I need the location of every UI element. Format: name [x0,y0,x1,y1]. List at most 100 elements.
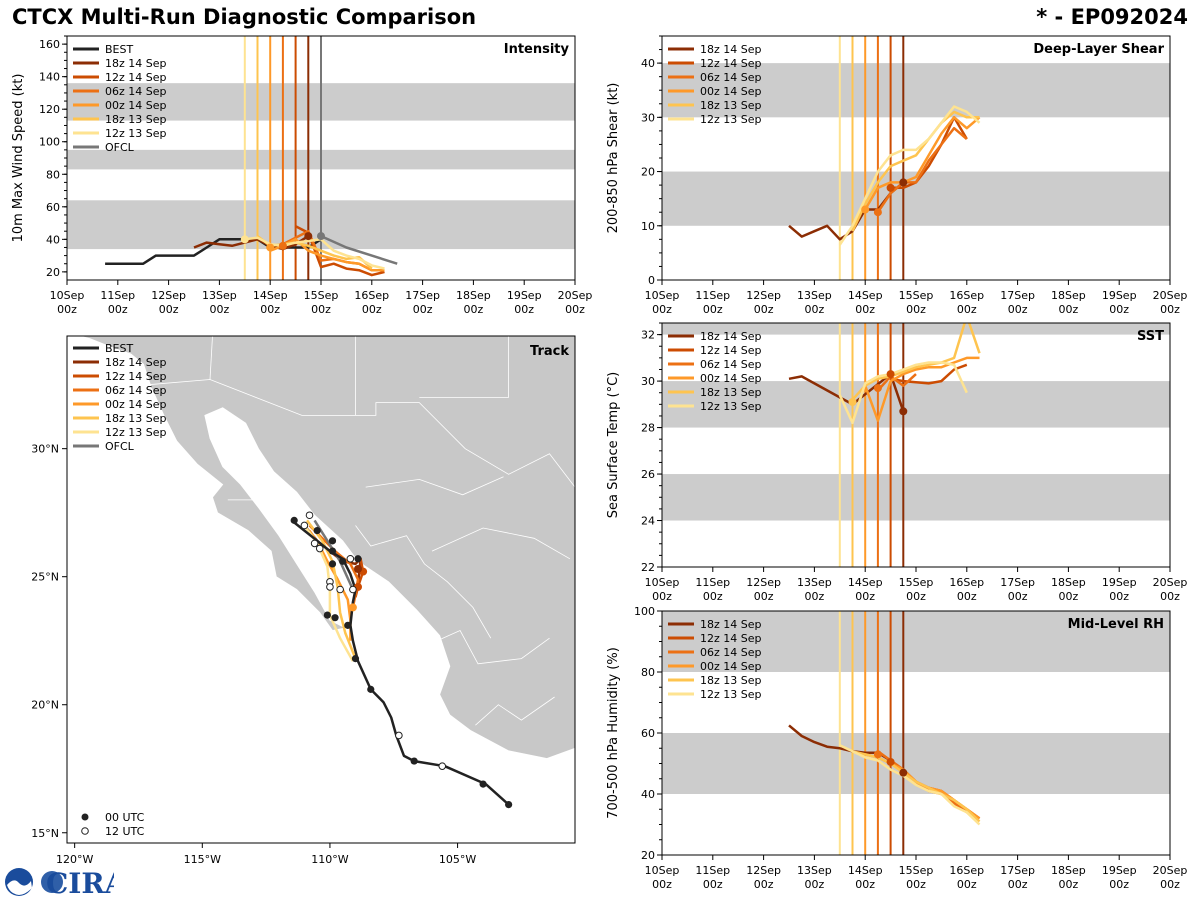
sst-xtick-label: 16Sep [949,576,984,589]
intensity-legend-label: BEST [105,43,133,56]
intensity-xtick-label: 00z [57,303,77,316]
intensity-title: Intensity [504,42,570,57]
track-point-00utc [290,516,298,524]
sst-marker [899,407,908,416]
intensity-legend-label: 18z 13 Sep [105,113,167,126]
intensity-xtick-label: 00z [260,303,280,316]
marker-legend-open [81,827,89,835]
logo-text: CIRA [46,867,114,898]
intensity-xtick-label: 00z [464,303,484,316]
track-point-12utc [310,539,319,548]
intensity-ytick-label: 140 [39,71,60,84]
state-border [475,696,555,726]
track-lon-label: 110°W [311,853,348,866]
state-border [437,629,550,665]
rh-legend-label: 12z 13 Sep [700,688,762,701]
track-point-00utc [331,614,339,622]
intensity-xtick-label: 14Sep [253,289,288,302]
track-point-00utc [328,537,337,545]
rh-legend-label: 00z 14 Sep [700,660,762,673]
intensity-ytick-label: 160 [39,38,60,51]
intensity-marker [240,235,249,244]
intensity-xtick-label: 10Sep [50,289,85,302]
shear-xtick-label: 19Sep [1102,289,1137,302]
sst-xtick-label: 00z [703,590,723,603]
sst-xtick-label: 00z [652,590,672,603]
intensity-xtick-label: 16Sep [354,289,389,302]
shear-series-line [876,126,968,213]
shear-xtick-label: 14Sep [848,289,883,302]
shear-xtick-label: 00z [1109,303,1129,316]
intensity-legend-label: 06z 14 Sep [105,85,167,98]
rh-xtick-label: 00z [855,878,875,891]
shear-xtick-label: 17Sep [1000,289,1035,302]
track-lat-label: 25°N [31,571,59,584]
state-border [355,525,492,639]
track-legend-label: 18z 14 Sep [105,356,167,369]
track-point-12utc [438,762,447,770]
shear-legend-label: 06z 14 Sep [700,71,762,84]
track-lon-label: 105°W [439,853,476,866]
track-point-00utc [354,555,362,563]
track-lat-label: 15°N [31,827,59,840]
shear-xtick-label: 00z [652,303,672,316]
track-point-00utc [410,757,418,765]
sst-xtick-label: 00z [805,590,825,603]
sst-xtick-label: 17Sep [1000,576,1035,589]
shear-xtick-label: 00z [1160,303,1180,316]
sst-legend-label: 12z 13 Sep [700,400,762,413]
rh-marker [873,750,882,759]
shear-xtick-label: 10Sep [645,289,680,302]
track-map-area [67,336,575,843]
rh-marker [886,757,895,766]
rh-xtick-label: 12Sep [746,864,781,877]
rh-xtick-label: 14Sep [848,864,883,877]
track-point-12utc [326,583,334,591]
rh-xtick-label: 00z [957,878,977,891]
sst-xtick-label: 00z [906,590,926,603]
shear-xtick-label: 00z [805,303,825,316]
track-point-12utc [346,554,355,563]
sst-xtick-label: 15Sep [899,576,934,589]
track-point-12utc [315,544,324,553]
intensity-xtick-label: 11Sep [100,289,135,302]
intensity-xtick-label: 12Sep [151,289,186,302]
intensity-marker [317,232,325,241]
intensity-xtick-label: 00z [108,303,128,316]
rh-ytick-label: 40 [641,788,655,801]
shear-xtick-label: 13Sep [797,289,832,302]
sst-xtick-label: 13Sep [797,576,832,589]
intensity-xtick-label: 17Sep [405,289,440,302]
shear-panel: 01020304010Sep00z11Sep00z12Sep00z13Sep00… [606,35,1187,316]
sst-xtick-label: 00z [1160,590,1180,603]
shear-marker [899,178,908,187]
state-border [431,527,571,560]
rh-xtick-label: 13Sep [797,864,832,877]
track-lat-label: 20°N [31,699,59,712]
shear-xtick-label: 00z [957,303,977,316]
intensity-xtick-label: 00z [413,303,433,316]
cira-logo: CIRA [4,866,114,898]
intensity-xtick-label: 13Sep [202,289,237,302]
shear-legend-label: 18z 13 Sep [700,99,762,112]
sst-ytick-label: 28 [641,422,655,435]
track-point-00utc [313,527,321,535]
shear-xtick-label: 18Sep [1051,289,1086,302]
track-point-12utc [336,585,344,594]
marker-legend-filled-label: 00 UTC [105,811,145,824]
sst-xtick-label: 11Sep [695,576,730,589]
sst-xtick-label: 20Sep [1153,576,1188,589]
sst-legend-label: 18z 13 Sep [700,386,762,399]
intensity-xtick-label: 00z [565,303,585,316]
sst-xtick-label: 19Sep [1102,576,1137,589]
track-legend-label: BEST [105,342,133,355]
rh-xtick-label: 00z [1059,878,1079,891]
intensity-xtick-label: 20Sep [558,289,593,302]
rh-xtick-label: 10Sep [645,864,680,877]
rh-panel: 2040608010010Sep00z11Sep00z12Sep00z13Sep… [606,605,1187,891]
track-point-00utc [367,685,375,693]
rh-ylabel: 700-500 hPa Humidity (%) [606,647,621,819]
intensity-series-line [320,234,398,265]
rh-ytick-label: 20 [641,849,655,862]
